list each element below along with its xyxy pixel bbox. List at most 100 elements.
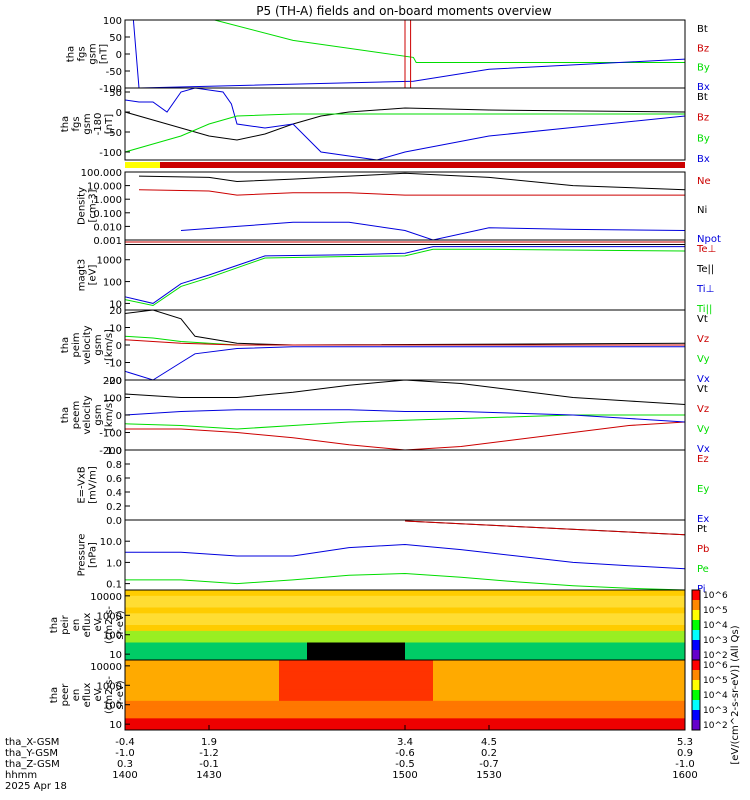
x-row-value: -0.1 <box>199 759 219 770</box>
heatmap-cell <box>615 683 630 690</box>
colorbar-tick-label: 10^6 <box>703 661 728 671</box>
heatmap-cell <box>419 712 434 719</box>
heatmap-cell <box>405 642 420 649</box>
heatmap-cell <box>573 724 588 731</box>
heatmap-cell <box>615 625 630 632</box>
heatmap-cell <box>475 706 490 713</box>
legend-entry: Vt <box>697 384 708 395</box>
heatmap-cell <box>139 660 154 667</box>
heatmap-cell <box>209 636 224 643</box>
heatmap-cell <box>475 671 490 678</box>
heatmap-cell <box>223 607 238 614</box>
heatmap-cell <box>293 654 308 661</box>
heatmap-cell <box>265 636 280 643</box>
heatmap-cell <box>307 607 322 614</box>
heatmap-cell <box>517 625 532 632</box>
heatmap-cell <box>503 654 518 661</box>
heatmap-cell <box>167 665 182 673</box>
heatmap-cell <box>573 630 588 638</box>
y-axis-label: tha <box>60 116 71 132</box>
heatmap-cell <box>265 724 280 731</box>
heatmap-cell <box>125 677 140 684</box>
heatmap-cell <box>251 712 266 719</box>
legend-entry: Bt <box>697 24 708 35</box>
heatmap-cell <box>643 595 658 603</box>
heatmap-cell <box>363 706 378 713</box>
heatmap-cell <box>279 671 294 678</box>
heatmap-cell <box>587 601 602 608</box>
heatmap-cell <box>419 619 434 626</box>
heatmap-cell <box>531 625 546 632</box>
heatmap-cell <box>461 619 476 626</box>
heatmap-cell <box>643 665 658 673</box>
heatmap-cell <box>433 724 448 731</box>
heatmap-cell <box>601 619 616 626</box>
heatmap-cell <box>363 695 378 702</box>
heatmap-cell <box>475 683 490 690</box>
heatmap-cell <box>223 695 238 702</box>
heatmap-cell <box>671 595 686 603</box>
heatmap-cell <box>195 671 210 678</box>
colorbar-tick-label: 10^4 <box>703 621 728 631</box>
heatmap-cell <box>517 636 532 643</box>
heatmap-cell <box>167 642 182 649</box>
heatmap-cell <box>643 700 658 708</box>
heatmap-cell <box>419 677 434 684</box>
heatmap-cell <box>489 671 504 678</box>
heatmap-cell <box>601 683 616 690</box>
heatmap-cell <box>209 665 224 673</box>
heatmap-cell <box>461 595 476 603</box>
heatmap-cell <box>293 595 308 603</box>
colorbar-band <box>692 600 700 611</box>
heatmap-cell <box>545 683 560 690</box>
series-npot <box>180 221 686 241</box>
heatmap-cell <box>139 625 154 632</box>
heatmap-cell <box>237 630 252 638</box>
colorbar-1: 10^6 10^5 10^4 10^3 10^2 <box>691 589 728 661</box>
heatmap-cell <box>475 654 490 661</box>
heatmap-cell <box>125 724 140 731</box>
heatmap-cell <box>335 671 350 678</box>
heatmap-cell <box>461 630 476 638</box>
heatmap-cell <box>503 595 518 603</box>
heatmap-cell <box>559 630 574 638</box>
heatmap-cell <box>475 590 490 597</box>
heatmap-cell <box>153 613 168 620</box>
heatmap-cell <box>251 677 266 684</box>
heatmap-cell <box>349 689 364 696</box>
heatmap-cell <box>391 724 406 731</box>
y-tick-label: 1000 <box>97 681 122 692</box>
heatmap-cell <box>615 654 630 661</box>
heatmap-cell <box>391 706 406 713</box>
heatmap-cell <box>657 718 672 725</box>
series-vt <box>124 309 686 346</box>
y-tick-label: 100 <box>103 16 122 27</box>
heatmap-cell <box>447 642 462 649</box>
heatmap-cell <box>475 724 490 731</box>
heatmap-cell <box>223 595 238 603</box>
heatmap-cell <box>531 590 546 597</box>
heatmap-cell <box>195 613 210 620</box>
y-tick-label: -100 <box>99 84 122 95</box>
heatmap-cell <box>447 683 462 690</box>
heatmap-cell <box>475 665 490 673</box>
heatmap-cell <box>601 654 616 661</box>
x-row-value: 1400 <box>112 770 137 781</box>
heatmap-cell <box>587 671 602 678</box>
heatmap-cell <box>587 718 602 725</box>
heatmap-cell <box>545 595 560 603</box>
heatmap-cell <box>657 665 672 673</box>
series-bz <box>404 19 412 88</box>
heatmap-cell <box>223 642 238 649</box>
heatmap-cell <box>209 595 224 603</box>
heatmap-cell <box>321 648 336 655</box>
heatmap-cell <box>307 642 322 649</box>
y-tick-label: -50 <box>106 67 122 78</box>
x-row-label: hhmm <box>5 770 37 781</box>
y-axis-label: (cm2-s- <box>104 676 115 714</box>
heatmap-cell <box>601 724 616 731</box>
heatmap-cell <box>391 671 406 678</box>
heatmap-cell <box>391 613 406 620</box>
heatmap-cell <box>237 706 252 713</box>
heatmap-cell <box>601 630 616 638</box>
